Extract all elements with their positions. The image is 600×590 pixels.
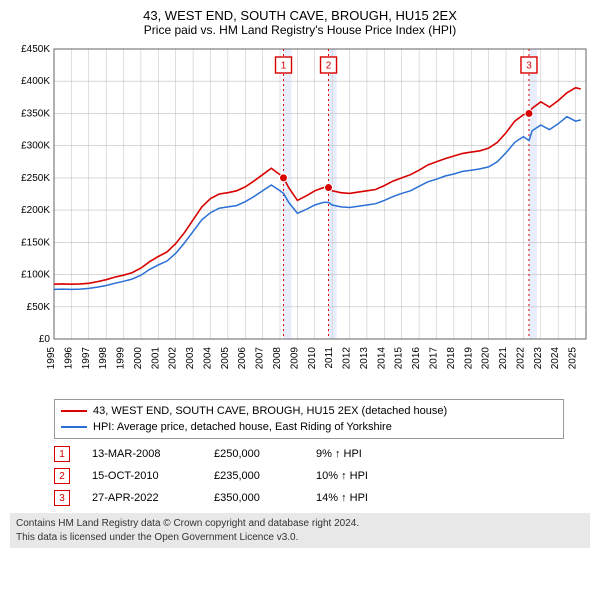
sale-date: 15-OCT-2010 — [92, 470, 192, 482]
svg-text:1: 1 — [281, 61, 287, 72]
svg-text:3: 3 — [526, 61, 532, 72]
svg-text:2019: 2019 — [463, 347, 474, 370]
sale-marker-2: 2 — [54, 468, 70, 484]
svg-text:2018: 2018 — [446, 347, 457, 370]
svg-text:2005: 2005 — [220, 347, 231, 370]
svg-text:2002: 2002 — [168, 347, 179, 370]
svg-text:2024: 2024 — [550, 347, 561, 370]
svg-text:2010: 2010 — [307, 347, 318, 370]
sale-diff: 10% ↑ HPI — [316, 470, 416, 482]
svg-text:2022: 2022 — [515, 347, 526, 370]
svg-text:2017: 2017 — [428, 347, 439, 370]
legend-item-hpi: HPI: Average price, detached house, East… — [61, 419, 557, 435]
sale-diff: 9% ↑ HPI — [316, 448, 416, 460]
svg-text:1996: 1996 — [63, 347, 74, 370]
legend-swatch-property — [61, 410, 87, 412]
table-row: 1 13-MAR-2008 £250,000 9% ↑ HPI — [54, 443, 590, 465]
svg-text:£400K: £400K — [21, 76, 50, 87]
svg-text:£350K: £350K — [21, 108, 50, 119]
svg-text:1995: 1995 — [46, 347, 57, 370]
svg-text:2015: 2015 — [394, 347, 405, 370]
svg-text:£450K: £450K — [21, 44, 50, 55]
svg-text:1998: 1998 — [98, 347, 109, 370]
price-chart: £0 £50K £100K £150K £200K £250K £300K £350K £400… — [10, 43, 590, 393]
svg-text:2000: 2000 — [133, 347, 144, 370]
svg-text:2008: 2008 — [272, 347, 283, 370]
attribution-footer: Contains HM Land Registry data © Crown c… — [10, 513, 590, 548]
legend-label-property: 43, WEST END, SOUTH CAVE, BROUGH, HU15 2… — [93, 405, 447, 417]
sales-table: 1 13-MAR-2008 £250,000 9% ↑ HPI 2 15-OCT… — [54, 443, 590, 509]
svg-text:2023: 2023 — [533, 347, 544, 370]
svg-text:2013: 2013 — [359, 347, 370, 370]
sale-diff: 14% ↑ HPI — [316, 492, 416, 504]
sale-date: 27-APR-2022 — [92, 492, 192, 504]
sale-price: £250,000 — [214, 448, 294, 460]
chart-title-block: 43, WEST END, SOUTH CAVE, BROUGH, HU15 2… — [10, 8, 590, 37]
svg-text:1997: 1997 — [81, 347, 92, 370]
svg-text:2006: 2006 — [237, 347, 248, 370]
chart-title-address: 43, WEST END, SOUTH CAVE, BROUGH, HU15 2… — [10, 8, 590, 23]
table-row: 3 27-APR-2022 £350,000 14% ↑ HPI — [54, 487, 590, 509]
legend-label-hpi: HPI: Average price, detached house, East… — [93, 421, 392, 433]
legend-swatch-hpi — [61, 426, 87, 428]
svg-text:2025: 2025 — [568, 347, 579, 370]
svg-text:£0: £0 — [39, 334, 51, 345]
svg-text:1999: 1999 — [116, 347, 127, 370]
svg-text:2004: 2004 — [202, 347, 213, 370]
svg-text:2: 2 — [326, 61, 332, 72]
svg-text:2012: 2012 — [342, 347, 353, 370]
svg-text:£50K: £50K — [27, 302, 51, 313]
footer-line-1: Contains HM Land Registry data © Crown c… — [16, 517, 584, 531]
svg-text:2021: 2021 — [498, 347, 509, 370]
legend-item-property: 43, WEST END, SOUTH CAVE, BROUGH, HU15 2… — [61, 403, 557, 419]
svg-text:2009: 2009 — [289, 347, 300, 370]
chart-title-subtitle: Price paid vs. HM Land Registry's House … — [10, 23, 590, 37]
sale-date: 13-MAR-2008 — [92, 448, 192, 460]
svg-text:2014: 2014 — [376, 347, 387, 370]
svg-text:£300K: £300K — [21, 141, 50, 152]
svg-text:£100K: £100K — [21, 270, 50, 281]
sale-marker-1: 1 — [54, 446, 70, 462]
sale-price: £350,000 — [214, 492, 294, 504]
svg-text:2007: 2007 — [255, 347, 266, 370]
svg-text:2001: 2001 — [150, 347, 161, 370]
svg-text:2020: 2020 — [481, 347, 492, 370]
chart-legend: 43, WEST END, SOUTH CAVE, BROUGH, HU15 2… — [54, 399, 564, 439]
svg-text:2003: 2003 — [185, 347, 196, 370]
sale-marker-3: 3 — [54, 490, 70, 506]
table-row: 2 15-OCT-2010 £235,000 10% ↑ HPI — [54, 465, 590, 487]
svg-text:£250K: £250K — [21, 173, 50, 184]
svg-text:2016: 2016 — [411, 347, 422, 370]
footer-line-2: This data is licensed under the Open Gov… — [16, 531, 584, 545]
svg-text:£200K: £200K — [21, 205, 50, 216]
sale-price: £235,000 — [214, 470, 294, 482]
svg-text:2011: 2011 — [324, 347, 335, 369]
svg-text:£150K: £150K — [21, 237, 50, 248]
